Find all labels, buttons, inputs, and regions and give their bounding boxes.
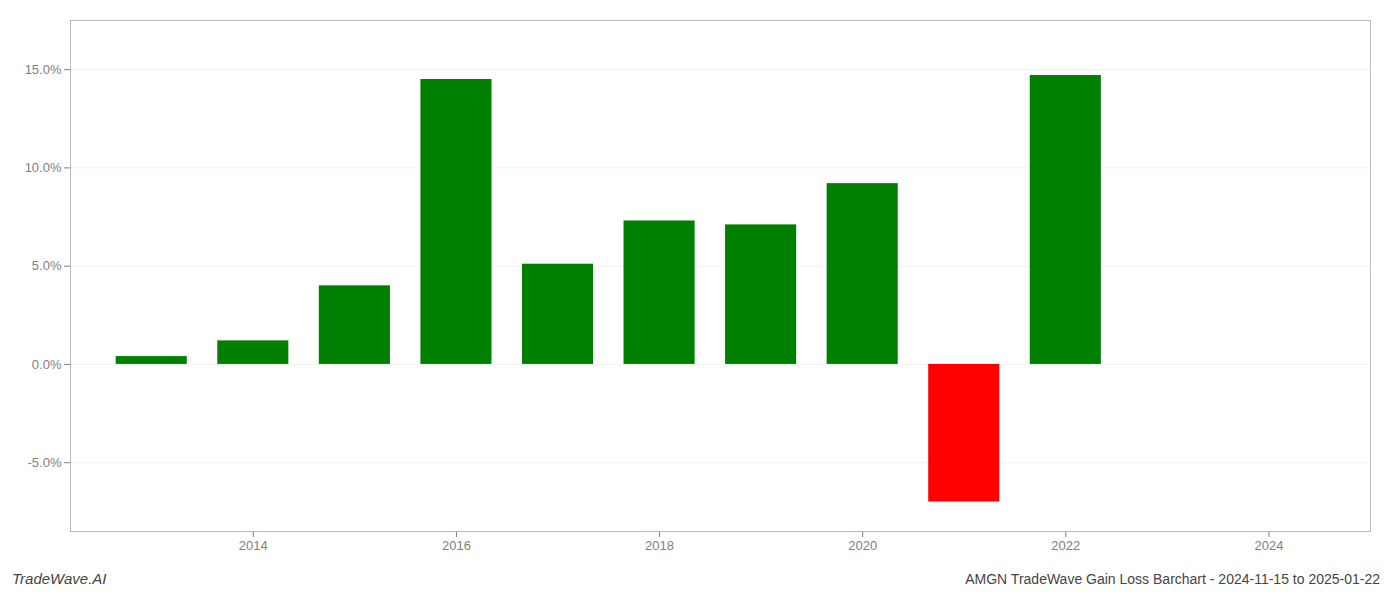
html-text:TradeWave.AI: TradeWave.AI <box>12 570 107 587</box>
svg-text:10.0%: 10.0% <box>25 160 62 175</box>
svg-text:15.0%: 15.0% <box>25 62 62 77</box>
svg-text:2016: 2016 <box>442 538 471 553</box>
svg-text:2018: 2018 <box>645 538 674 553</box>
svg-text:-5.0%: -5.0% <box>28 455 62 470</box>
svg-text:2020: 2020 <box>848 538 877 553</box>
svg-text:0.0%: 0.0% <box>32 357 62 372</box>
html-text:AMGN TradeWave Gain Loss Barch: AMGN TradeWave Gain Loss Barchart - 2024… <box>965 570 1380 587</box>
svg-text:2014: 2014 <box>239 538 268 553</box>
svg-text:5.0%: 5.0% <box>32 258 62 273</box>
svg-text:2022: 2022 <box>1051 538 1080 553</box>
svg-text:2024: 2024 <box>1254 538 1283 553</box>
